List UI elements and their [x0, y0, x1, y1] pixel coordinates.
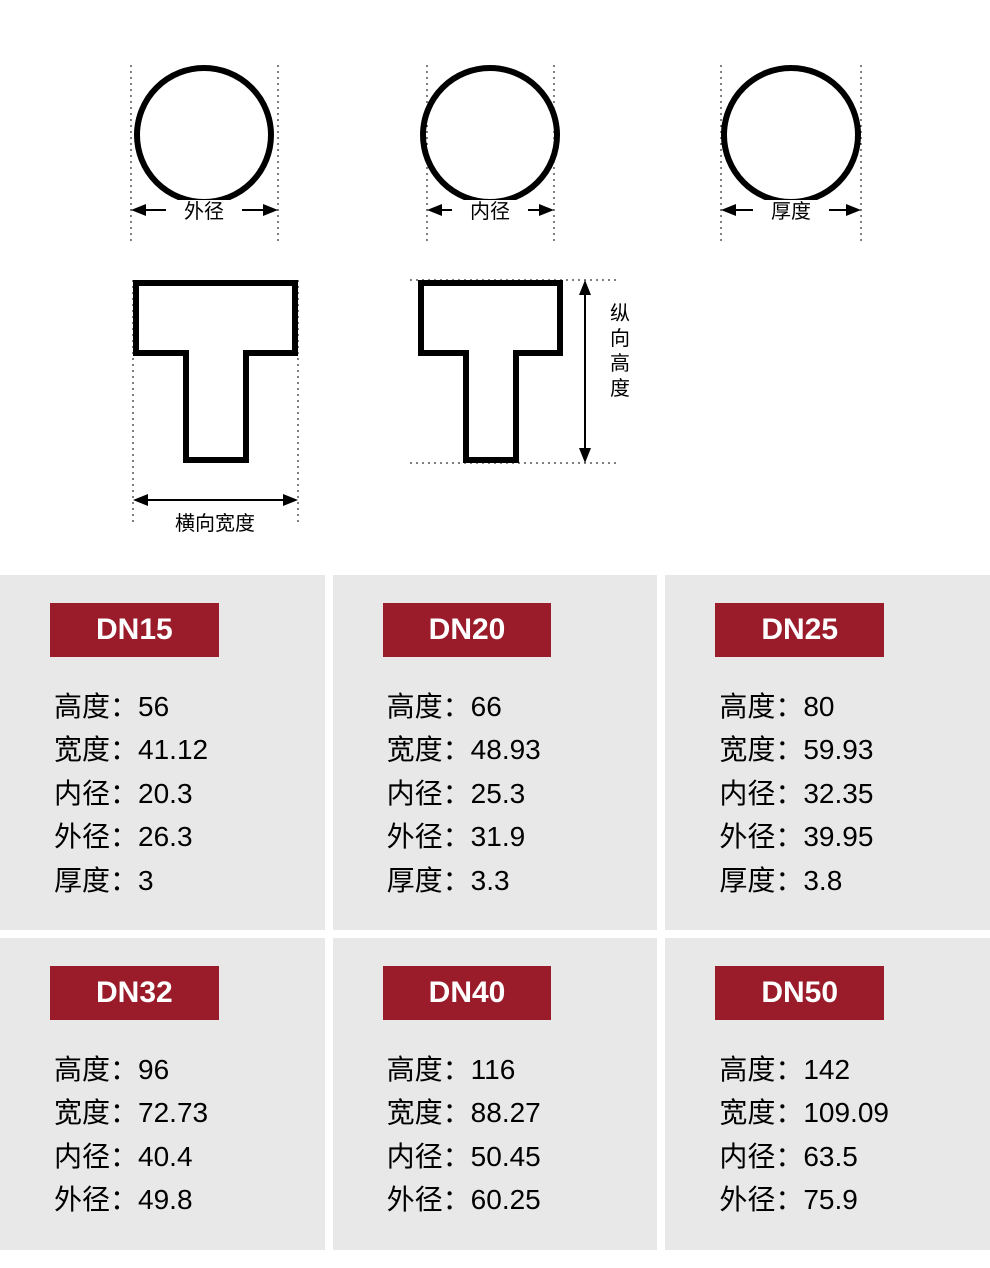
spec-row-inner: 内径：63.5 — [719, 1135, 960, 1178]
spec-row-outer: 外径：49.8 — [54, 1178, 295, 1221]
label-outer: 外径 — [184, 200, 224, 223]
spec-title: DN32 — [50, 966, 219, 1020]
spec-row-height: 高度：66 — [387, 685, 628, 728]
spec-row-width: 宽度：41.12 — [54, 728, 295, 771]
label-t-height-4: 度 — [610, 377, 630, 400]
spec-row-inner: 内径：32.35 — [719, 772, 960, 815]
t-shape-width: 横向宽度 — [133, 280, 298, 535]
spec-row-width: 宽度：48.93 — [387, 728, 628, 771]
spec-title: DN50 — [715, 966, 884, 1020]
spec-row-outer: 外径：31.9 — [387, 815, 628, 858]
label-t-width: 横向宽度 — [175, 512, 255, 535]
spec-card-dn20: DN20 高度：66 宽度：48.93 内径：25.3 外径：31.9 厚度：3… — [333, 575, 658, 930]
spec-row-height: 高度：56 — [54, 685, 295, 728]
spec-card-dn50: DN50 高度：142 宽度：109.09 内径：63.5 外径：75.9 — [665, 938, 990, 1250]
label-t-height-2: 向 — [610, 327, 630, 350]
spec-row-outer: 外径：60.25 — [387, 1178, 628, 1221]
spec-row-width: 宽度：109.09 — [719, 1091, 960, 1134]
label-t-height-3: 高 — [610, 352, 630, 375]
spec-row-outer: 外径：39.95 — [719, 815, 960, 858]
spec-row-thick: 厚度：3 — [54, 859, 295, 902]
circle-thickness: 厚度 — [721, 65, 861, 245]
spec-row-inner: 内径：20.3 — [54, 772, 295, 815]
spec-card-dn32: DN32 高度：96 宽度：72.73 内径：40.4 外径：49.8 — [0, 938, 325, 1250]
label-t-height-1: 纵 — [610, 302, 630, 325]
spec-row-inner: 内径：40.4 — [54, 1135, 295, 1178]
spec-row-inner: 内径：25.3 — [387, 772, 628, 815]
spec-row-width: 宽度：59.93 — [719, 728, 960, 771]
t-shape-height: 纵 向 高 度 — [410, 280, 630, 463]
spec-row-thick: 厚度：3.8 — [719, 859, 960, 902]
spec-row-outer: 外径：75.9 — [719, 1178, 960, 1221]
spec-row-width: 宽度：72.73 — [54, 1091, 295, 1134]
label-inner: 内径 — [470, 200, 510, 223]
spec-row-width: 宽度：88.27 — [387, 1091, 628, 1134]
circle-outer-diameter: 外径 — [131, 65, 278, 245]
spec-row-height: 高度：96 — [54, 1048, 295, 1091]
spec-row-thick: 厚度：3.3 — [387, 859, 628, 902]
spec-grid: DN15 高度：56 宽度：41.12 内径：20.3 外径：26.3 厚度：3… — [0, 575, 990, 1250]
spec-card-dn15: DN15 高度：56 宽度：41.12 内径：20.3 外径：26.3 厚度：3 — [0, 575, 325, 930]
spec-row-height: 高度：80 — [719, 685, 960, 728]
spec-title: DN15 — [50, 603, 219, 657]
spec-card-dn40: DN40 高度：116 宽度：88.27 内径：50.45 外径：60.25 — [333, 938, 658, 1250]
spec-title: DN20 — [383, 603, 552, 657]
spec-row-height: 高度：116 — [387, 1048, 628, 1091]
spec-title: DN40 — [383, 966, 552, 1020]
spec-row-outer: 外径：26.3 — [54, 815, 295, 858]
spec-title: DN25 — [715, 603, 884, 657]
diagram-area: 外径 内径 厚度 — [0, 0, 990, 575]
spec-card-dn25: DN25 高度：80 宽度：59.93 内径：32.35 外径：39.95 厚度… — [665, 575, 990, 930]
dimension-diagrams: 外径 内径 厚度 — [0, 0, 990, 575]
spec-row-inner: 内径：50.45 — [387, 1135, 628, 1178]
label-thick: 厚度 — [771, 200, 811, 223]
circle-inner-diameter: 内径 — [423, 65, 557, 245]
spec-row-height: 高度：142 — [719, 1048, 960, 1091]
